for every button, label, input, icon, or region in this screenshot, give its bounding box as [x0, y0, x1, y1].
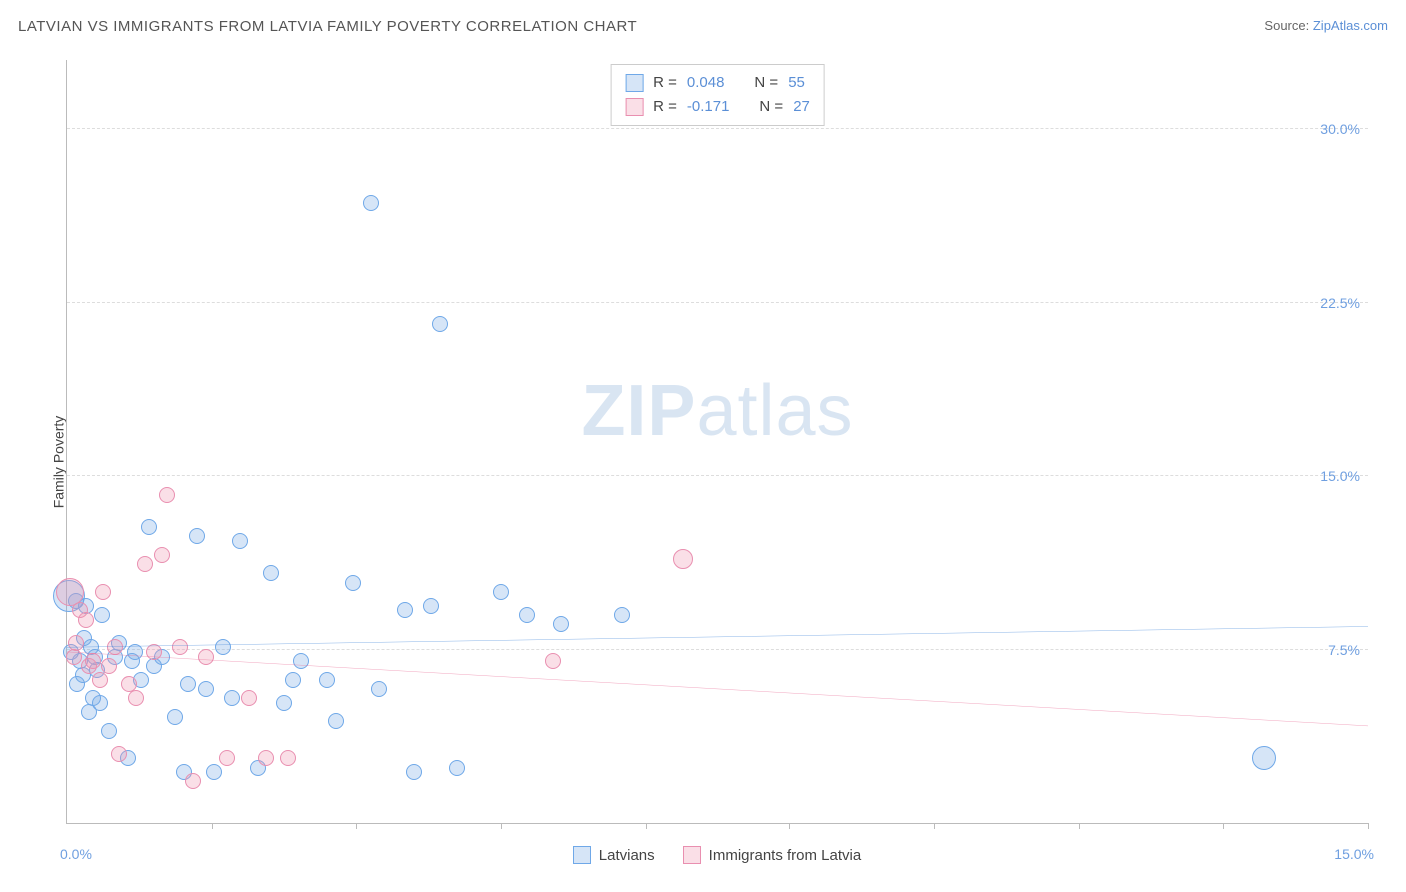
- swatch-latvians: [625, 74, 643, 92]
- legend-row-immigrants: R = -0.171 N = 27: [625, 95, 810, 119]
- gridline: [67, 302, 1368, 303]
- series-legend: Latvians Immigrants from Latvia: [66, 846, 1368, 864]
- scatter-point: [673, 549, 693, 569]
- scatter-point: [493, 584, 509, 600]
- swatch-immigrants-icon: [683, 846, 701, 864]
- x-tick: [501, 823, 502, 829]
- x-tick: [356, 823, 357, 829]
- x-tick: [1368, 823, 1369, 829]
- scatter-point: [180, 676, 196, 692]
- trend-line: [67, 652, 1368, 726]
- scatter-point: [68, 635, 84, 651]
- y-tick-label: 15.0%: [1312, 468, 1360, 484]
- scatter-point: [449, 760, 465, 776]
- x-tick: [934, 823, 935, 829]
- scatter-point: [293, 653, 309, 669]
- scatter-point: [78, 612, 94, 628]
- plot-area: ZIPatlas R = 0.048 N = 55 R = -0.171 N =…: [66, 60, 1368, 824]
- scatter-point: [107, 639, 123, 655]
- x-tick: [646, 823, 647, 829]
- scatter-point: [127, 644, 143, 660]
- gridline: [67, 649, 1368, 650]
- scatter-point: [154, 547, 170, 563]
- scatter-point: [519, 607, 535, 623]
- scatter-point: [206, 764, 222, 780]
- watermark: ZIPatlas: [581, 370, 853, 452]
- scatter-point: [85, 653, 101, 669]
- scatter-point: [66, 649, 82, 665]
- scatter-point: [345, 575, 361, 591]
- scatter-point: [423, 598, 439, 614]
- scatter-point: [185, 773, 201, 789]
- y-tick-label: 30.0%: [1312, 121, 1360, 137]
- scatter-point: [189, 528, 205, 544]
- scatter-point: [141, 519, 157, 535]
- scatter-point: [258, 750, 274, 766]
- correlation-legend: R = 0.048 N = 55 R = -0.171 N = 27: [610, 64, 825, 126]
- trend-line: [67, 626, 1368, 647]
- gridline: [67, 128, 1368, 129]
- legend-label-immigrants: Immigrants from Latvia: [709, 847, 862, 864]
- scatter-point: [545, 653, 561, 669]
- gridline: [67, 475, 1368, 476]
- x-tick: [212, 823, 213, 829]
- scatter-point: [128, 690, 144, 706]
- scatter-point: [263, 565, 279, 581]
- scatter-point: [95, 584, 111, 600]
- scatter-point: [553, 616, 569, 632]
- x-tick: [1079, 823, 1080, 829]
- scatter-point: [371, 681, 387, 697]
- chart-title: LATVIAN VS IMMIGRANTS FROM LATVIA FAMILY…: [18, 18, 637, 35]
- scatter-point: [198, 681, 214, 697]
- scatter-point: [241, 690, 257, 706]
- y-tick-label: 22.5%: [1312, 295, 1360, 311]
- scatter-point: [137, 556, 153, 572]
- legend-row-latvians: R = 0.048 N = 55: [625, 71, 810, 95]
- swatch-immigrants: [625, 98, 643, 116]
- scatter-point: [363, 195, 379, 211]
- scatter-point: [614, 607, 630, 623]
- legend-item-latvians: Latvians: [573, 846, 655, 864]
- legend-label-latvians: Latvians: [599, 847, 655, 864]
- swatch-latvians-icon: [573, 846, 591, 864]
- scatter-point: [146, 644, 162, 660]
- scatter-point: [111, 746, 127, 762]
- source-attribution: Source: ZipAtlas.com: [1264, 18, 1388, 33]
- scatter-point: [101, 658, 117, 674]
- scatter-point: [172, 639, 188, 655]
- scatter-point: [232, 533, 248, 549]
- scatter-point: [1252, 746, 1276, 770]
- scatter-point: [276, 695, 292, 711]
- source-link[interactable]: ZipAtlas.com: [1313, 18, 1388, 33]
- scatter-point: [397, 602, 413, 618]
- x-tick: [1223, 823, 1224, 829]
- scatter-point: [92, 672, 108, 688]
- scatter-point: [167, 709, 183, 725]
- scatter-point: [432, 316, 448, 332]
- scatter-point: [92, 695, 108, 711]
- trend-lines: [67, 60, 1368, 823]
- scatter-point: [319, 672, 335, 688]
- scatter-point: [224, 690, 240, 706]
- scatter-point: [198, 649, 214, 665]
- scatter-point: [285, 672, 301, 688]
- scatter-point: [94, 607, 110, 623]
- scatter-point: [406, 764, 422, 780]
- scatter-point: [219, 750, 235, 766]
- scatter-point: [280, 750, 296, 766]
- y-tick-label: 7.5%: [1320, 642, 1360, 658]
- x-tick: [789, 823, 790, 829]
- y-axis-label: Family Poverty: [50, 416, 66, 509]
- scatter-point: [159, 487, 175, 503]
- scatter-point: [101, 723, 117, 739]
- source-label: Source:: [1264, 18, 1309, 33]
- legend-item-immigrants: Immigrants from Latvia: [683, 846, 862, 864]
- scatter-point: [215, 639, 231, 655]
- scatter-point: [328, 713, 344, 729]
